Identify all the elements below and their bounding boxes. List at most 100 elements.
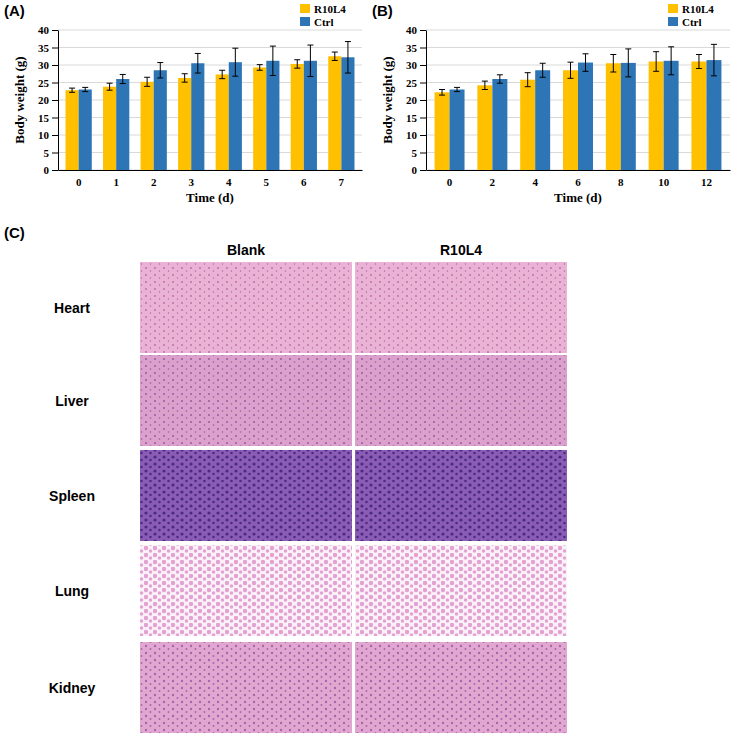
error-line	[698, 55, 699, 69]
error-cap	[540, 77, 546, 78]
tick: 5	[412, 147, 427, 159]
panel-label: (B)	[372, 2, 393, 19]
error-cap	[568, 62, 574, 63]
legend-label: R10L4	[682, 3, 714, 15]
error-line	[72, 88, 73, 92]
axis-line	[426, 31, 427, 171]
error-line	[656, 52, 657, 72]
bar	[116, 79, 129, 170]
error-bar	[307, 45, 313, 77]
error-line	[297, 60, 298, 68]
error-line	[259, 65, 260, 71]
tick-mark	[420, 118, 426, 119]
error-bar	[525, 73, 531, 87]
error-cap	[182, 82, 188, 83]
y-axis-title: Body weight (g)	[12, 56, 27, 143]
legend: R10L4Ctrl	[668, 3, 714, 28]
error-bar	[696, 55, 702, 69]
tick: 0	[412, 164, 427, 176]
tick-label: 20	[406, 94, 418, 106]
error-line	[109, 83, 110, 90]
error-cap	[195, 73, 201, 74]
tick: 2	[490, 170, 496, 188]
tick: 40	[406, 24, 426, 36]
column-header: Blank	[227, 242, 265, 258]
error-cap	[497, 74, 503, 75]
tick-label: 2	[151, 176, 157, 188]
legend-swatch	[668, 17, 678, 26]
error-bar	[540, 63, 546, 77]
error-cap	[439, 89, 445, 90]
bar	[450, 90, 465, 171]
histology-image	[140, 450, 352, 541]
tick: 10	[406, 129, 426, 141]
histology-image	[140, 545, 352, 636]
tick-mark	[52, 65, 58, 66]
error-line	[272, 46, 273, 75]
bar	[178, 78, 191, 170]
grid-line	[58, 30, 362, 31]
tick-label: 10	[658, 176, 670, 188]
error-line	[542, 63, 543, 77]
bar	[477, 85, 492, 170]
error-cap	[439, 95, 445, 96]
error-cap	[668, 74, 674, 75]
tick-label: 12	[701, 176, 713, 188]
series	[79, 42, 355, 170]
error-cap	[69, 88, 75, 89]
tick: 25	[406, 77, 426, 89]
tick-mark	[52, 118, 58, 119]
tick-label: 0	[76, 176, 82, 188]
error-cap	[182, 73, 188, 74]
error-bar	[120, 74, 126, 83]
tick-label: 8	[618, 176, 624, 188]
series	[66, 52, 342, 170]
error-bar	[610, 55, 616, 73]
error-line	[334, 52, 335, 60]
error-cap	[232, 48, 238, 49]
histology-image	[355, 262, 567, 353]
bar	[216, 74, 229, 170]
bar	[304, 61, 317, 170]
error-line	[147, 77, 148, 86]
tick-label: 25	[38, 77, 50, 89]
bar	[520, 80, 535, 170]
axis-line	[427, 170, 731, 171]
tick: 10	[658, 170, 670, 188]
bar	[103, 87, 116, 170]
error-line	[184, 74, 185, 82]
grid-line	[58, 47, 362, 48]
error-bar	[439, 90, 445, 96]
error-bar	[582, 54, 588, 72]
error-cap	[120, 74, 126, 75]
tick: 4	[226, 170, 232, 188]
tick-mark	[52, 30, 58, 31]
error-cap	[653, 51, 659, 52]
grid-line	[426, 30, 730, 31]
tick: 30	[38, 59, 58, 71]
error-cap	[625, 76, 631, 77]
tick: 35	[406, 42, 426, 54]
tick-mark	[52, 83, 58, 84]
legend: R10L4Ctrl	[300, 3, 346, 28]
tick: 20	[406, 94, 426, 106]
bar	[621, 63, 636, 170]
axis-line	[59, 170, 363, 171]
bar	[435, 92, 450, 170]
bar	[606, 63, 621, 170]
error-line	[585, 54, 586, 72]
plot-area	[66, 42, 355, 170]
error-cap	[195, 53, 201, 54]
histology-image	[140, 642, 352, 733]
error-line	[197, 53, 198, 73]
tick-mark	[420, 170, 426, 171]
bar-chart: (B)0510152025303540024681012Time (d)Body…	[372, 2, 731, 205]
x-axis: 01234567	[59, 170, 363, 188]
error-cap	[294, 68, 300, 69]
column-header: R10L4	[440, 242, 482, 258]
error-bar	[107, 83, 113, 90]
bar	[191, 63, 204, 170]
tick-label: 30	[38, 59, 50, 71]
error-line	[85, 87, 86, 91]
y-axis-title: Body weight (g)	[380, 56, 395, 143]
